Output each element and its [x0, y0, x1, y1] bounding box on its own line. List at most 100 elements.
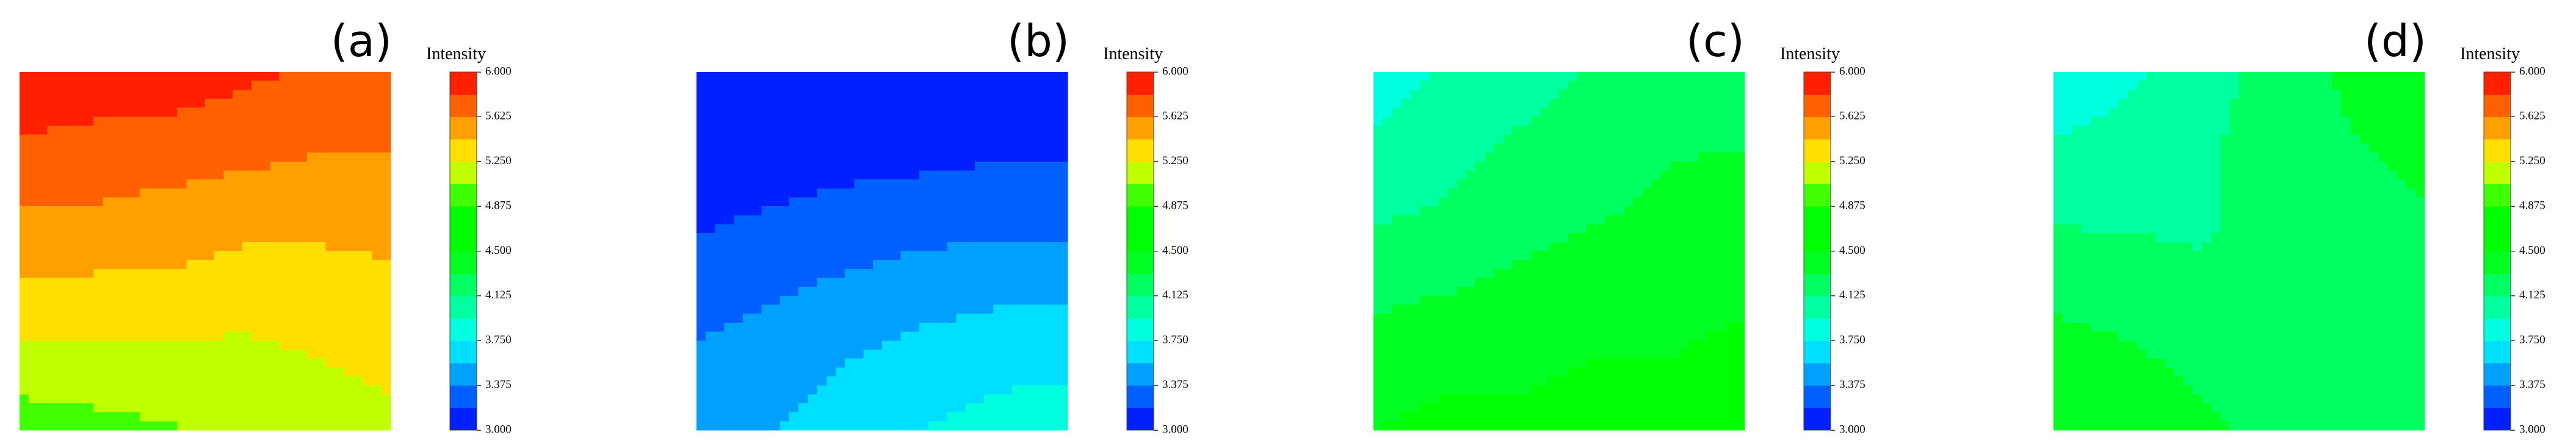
contour-cell [1633, 403, 1643, 413]
contour-cell [177, 161, 187, 171]
contour-cell [826, 278, 836, 287]
contour-cell [270, 367, 280, 377]
contour-cell [2100, 72, 2110, 82]
contour-cell [1605, 233, 1615, 243]
contour-cell [706, 134, 715, 144]
contour-cell [1438, 117, 1449, 126]
contour-cell [1392, 322, 1402, 333]
contour-cell [975, 251, 985, 261]
contour-cell [1633, 179, 1643, 189]
contour-cell [1429, 314, 1439, 323]
contour-cell [956, 233, 966, 243]
contour-cell [372, 358, 382, 368]
contour-cell [205, 412, 215, 422]
contour-cell [706, 376, 715, 386]
contour-cell [910, 126, 920, 135]
contour-cell [1503, 153, 1513, 162]
contour-cell [1030, 81, 1040, 90]
contour-cell [1466, 340, 1476, 350]
contour-cell [38, 412, 48, 422]
contour-cell [1559, 161, 1569, 171]
contour-cell [696, 117, 706, 126]
contour-cell [910, 251, 920, 261]
contour-cell [808, 340, 818, 350]
contour-cell [279, 197, 289, 207]
contour-cell [1410, 367, 1420, 377]
contour-cell [121, 412, 131, 422]
contour-cell [1688, 340, 1699, 350]
contour-cell [1679, 322, 1690, 333]
contour-cell [789, 268, 799, 279]
contour-cell [1633, 90, 1643, 99]
contour-cell [251, 358, 261, 368]
contour-cell [1670, 251, 1681, 261]
contour-cell [353, 90, 363, 99]
contour-cell [186, 340, 197, 350]
contour-cell [1624, 394, 1634, 404]
contour-cell [29, 99, 38, 109]
contour-cell [1466, 376, 1476, 386]
contour-cell [919, 99, 929, 109]
contour-cell [38, 322, 48, 333]
contour-cell [140, 224, 150, 234]
contour-cell [1624, 268, 1634, 279]
contour-cell [1707, 412, 1717, 422]
contour-cell [1002, 287, 1013, 297]
contour-cell [798, 287, 808, 297]
contour-cell [121, 242, 131, 252]
contour-cell [1522, 170, 1532, 180]
contour-cell [47, 126, 57, 135]
contour-cell [1540, 421, 1550, 431]
contour-cell [1420, 314, 1430, 323]
contour-cell [1624, 126, 1634, 135]
contour-cell [381, 215, 391, 225]
contour-cell [1410, 170, 1420, 180]
contour-cell [1642, 314, 1652, 323]
contour-cell [325, 358, 336, 368]
contour-cell [159, 367, 168, 377]
contour-cell [761, 385, 772, 395]
contour-cell [149, 215, 159, 225]
contour-cell [1596, 242, 1606, 252]
contour-cell [854, 153, 864, 162]
contour-cell [1559, 287, 1569, 297]
contour-cell [984, 367, 994, 377]
contour-cell [363, 224, 373, 234]
contour-cell [715, 295, 725, 306]
contour-cell [93, 170, 104, 180]
contour-cell [214, 403, 224, 413]
contour-cell [919, 421, 929, 431]
contour-cell [372, 268, 382, 279]
contour-cell [836, 170, 845, 180]
contour-cell [1605, 403, 1615, 413]
contour-cell [1698, 206, 1708, 216]
contour-cell [1030, 153, 1040, 162]
contour-cell [1466, 99, 1476, 109]
contour-cell [798, 412, 808, 422]
contour-cell [1438, 314, 1449, 323]
contour-cell [1503, 215, 1513, 225]
contour-cell [223, 322, 234, 333]
contour-cell [761, 295, 772, 306]
contour-cell [938, 206, 947, 216]
contour-cell [298, 161, 308, 171]
contour-cell [872, 215, 883, 225]
contour-cell [112, 376, 122, 386]
contour-cell [1040, 90, 1050, 99]
contour-cell [186, 197, 197, 207]
contour-cell [1011, 358, 1022, 368]
contour-cell [149, 403, 159, 413]
contour-cell [1002, 295, 1013, 306]
contour-cell [93, 206, 104, 216]
contour-cell [177, 197, 187, 207]
contour-cell [335, 134, 345, 144]
contour-cell [965, 242, 975, 252]
contour-cell [93, 215, 104, 225]
contour-cell [724, 304, 734, 314]
contour-cell [1021, 90, 1031, 99]
contour-cell [845, 179, 855, 189]
contour-cell [298, 403, 308, 413]
contour-cell [817, 304, 827, 314]
contour-cell [279, 367, 289, 377]
contour-cell [335, 242, 345, 252]
